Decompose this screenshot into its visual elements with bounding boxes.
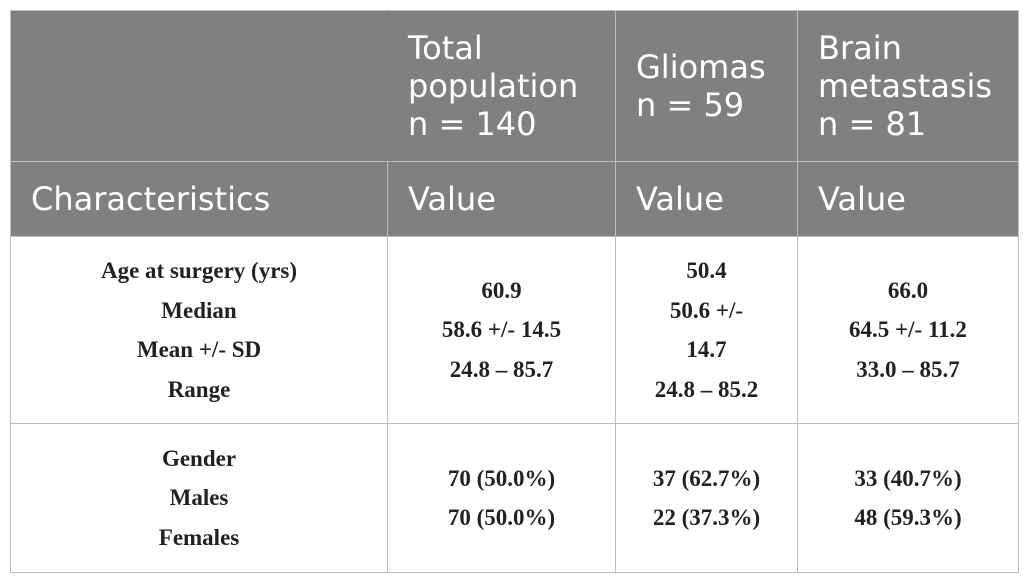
cell-line: 70 (50.0%)	[447, 465, 556, 491]
cell-age-metastasis: 66.0 64.5 +/- 11.2 33.0 – 85.7	[797, 236, 1019, 424]
column-header-row: Characteristics Value Value Value	[10, 161, 1019, 237]
header-group-gliomas: Gliomas n = 59	[615, 10, 798, 162]
table-row-gender: Gender Males Females 70 (50.0%) 70 (50.0…	[10, 423, 1019, 573]
header-line: n = 59	[636, 86, 745, 124]
cell-line: 22 (37.3%)	[652, 505, 761, 530]
cell-gender-gliomas: 37 (62.7%) 22 (37.3%)	[615, 423, 798, 573]
row-label-line: Median	[161, 297, 237, 323]
header-group-empty	[10, 10, 388, 162]
cell-line: 66.0	[887, 277, 929, 303]
table-row-age: Age at surgery (yrs) Median Mean +/- SD …	[10, 236, 1019, 424]
column-header-value-total: Value	[387, 161, 616, 237]
cell-line: 64.5 +/- 11.2	[849, 317, 967, 343]
header-line: n = 81	[818, 105, 927, 143]
cell-line: 58.6 +/- 14.5	[441, 317, 562, 343]
row-label-line: Females	[158, 524, 240, 550]
header-group-row: Total population n = 140 Gliomas n = 59 …	[10, 10, 1019, 162]
cell-line: 70 (50.0%)	[447, 505, 556, 530]
cell-line: 33.0 – 85.7	[856, 356, 960, 382]
column-header-value-metastasis: Value	[797, 161, 1019, 237]
cell-line: 48 (59.3%)	[854, 505, 962, 530]
cell-gender-total: 70 (50.0%) 70 (50.0%)	[387, 423, 616, 573]
cell-age-gliomas: 50.4 50.6 +/- 14.7 24.8 – 85.2	[615, 236, 798, 424]
cell-line: 50.6 +/-	[669, 297, 744, 323]
header-line: population	[408, 67, 579, 105]
cell-line: 14.7	[686, 337, 727, 362]
column-header-characteristics: Characteristics	[10, 161, 388, 237]
header-group-brain-metastasis: Brain metastasis n = 81	[797, 10, 1019, 162]
row-label-line: Age at surgery (yrs)	[100, 258, 298, 283]
header-group-total-population: Total population n = 140	[387, 10, 616, 162]
characteristics-table: Total population n = 140 Gliomas n = 59 …	[10, 10, 1019, 573]
row-label-line: Gender	[161, 445, 237, 471]
header-line: Total	[408, 29, 483, 67]
cell-line: 37 (62.7%)	[652, 465, 761, 491]
cell-line: 60.9	[481, 277, 522, 303]
row-label-age: Age at surgery (yrs) Median Mean +/- SD …	[10, 236, 388, 424]
row-label-line: Mean +/- SD	[136, 337, 262, 362]
row-label-gender: Gender Males Females	[10, 423, 388, 573]
row-label-line: Range	[167, 376, 231, 402]
cell-line: 50.4	[686, 258, 727, 283]
cell-age-total: 60.9 58.6 +/- 14.5 24.8 – 85.7	[387, 236, 616, 424]
header-line: n = 140	[408, 105, 537, 143]
cell-line: 33 (40.7%)	[854, 465, 962, 491]
cell-line: 24.8 – 85.7	[449, 356, 554, 382]
column-header-value-gliomas: Value	[615, 161, 798, 237]
header-line: Brain	[818, 29, 902, 67]
cell-line: 24.8 – 85.2	[654, 376, 759, 402]
header-line: metastasis	[818, 67, 993, 105]
cell-gender-metastasis: 33 (40.7%) 48 (59.3%)	[797, 423, 1019, 573]
header-line: Gliomas	[636, 48, 766, 86]
row-label-line: Males	[169, 485, 229, 511]
